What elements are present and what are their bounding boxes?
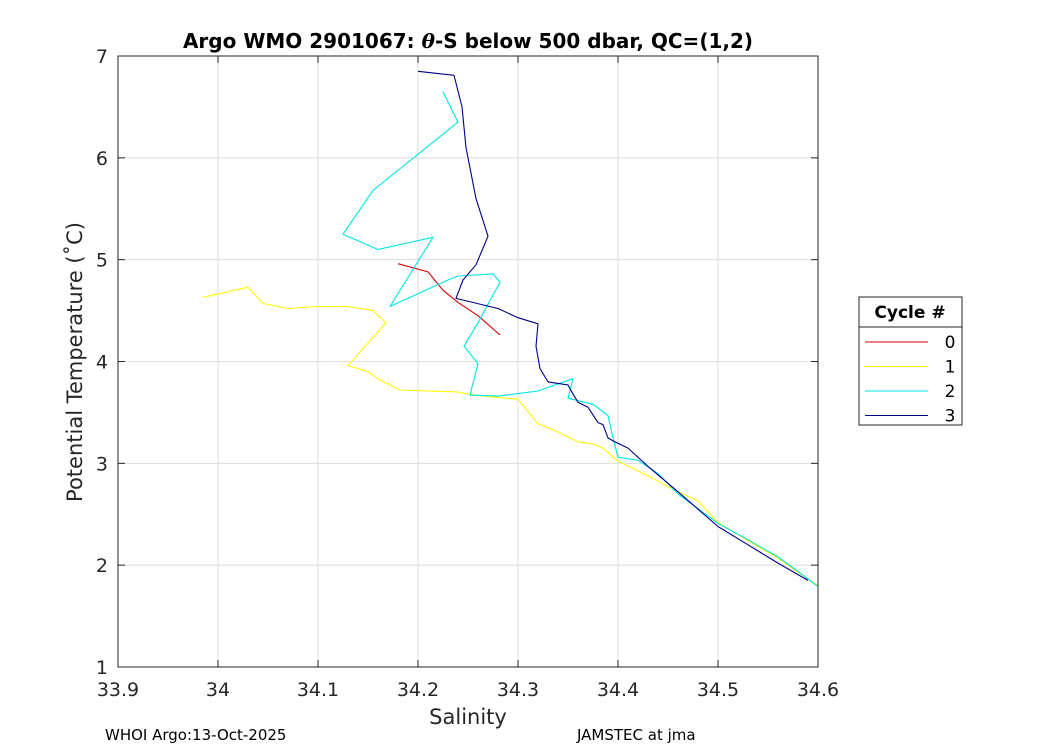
x-tick-label: 34.2 [397, 679, 439, 701]
series-line-cycle-3 [417, 70, 809, 581]
series-line-cycle-0 [397, 263, 501, 336]
footer-source: WHOI Argo:13-Oct-2025 [105, 726, 287, 744]
y-tick-label: 3 [96, 453, 108, 475]
legend-entries: 0 1 2 3 [865, 333, 955, 427]
footer-credit: JAMSTEC at jma [577, 726, 696, 744]
x-tick-label: 34.5 [697, 679, 739, 701]
x-tick-label: 34 [206, 679, 230, 701]
y-tick-label: 2 [96, 555, 108, 577]
legend-label-cycle-2: 2 [945, 382, 956, 402]
y-tick-label: 6 [96, 148, 108, 170]
x-axis-label: Salinity [429, 705, 507, 729]
x-tick-label: 34.1 [297, 679, 339, 701]
y-tick-label: 7 [96, 46, 108, 68]
x-tick-label: 34.4 [597, 679, 639, 701]
x-tick-label: 33.9 [97, 679, 139, 701]
y-tick-label: 4 [96, 352, 108, 374]
y-tick-label: 5 [96, 250, 108, 272]
data-series [202, 70, 819, 588]
legend-label-cycle-0: 0 [945, 333, 956, 353]
legend-box [858, 296, 963, 426]
legend-label-cycle-1: 1 [945, 358, 956, 378]
x-tick-label: 34.3 [497, 679, 539, 701]
x-tick-label: 34.6 [797, 679, 839, 701]
y-tick-label: 1 [96, 657, 108, 679]
y-axis-label: Potential Temperature (˚C) [63, 222, 87, 502]
legend-title: Cycle # [874, 303, 945, 323]
series-line-cycle-2 [342, 91, 819, 588]
chart-title: Argo WMO 2901067: θ-S below 500 dbar, QC… [183, 29, 753, 53]
legend-label-cycle-3: 3 [945, 407, 956, 427]
legend: Cycle # 0 1 2 3 [858, 296, 963, 427]
